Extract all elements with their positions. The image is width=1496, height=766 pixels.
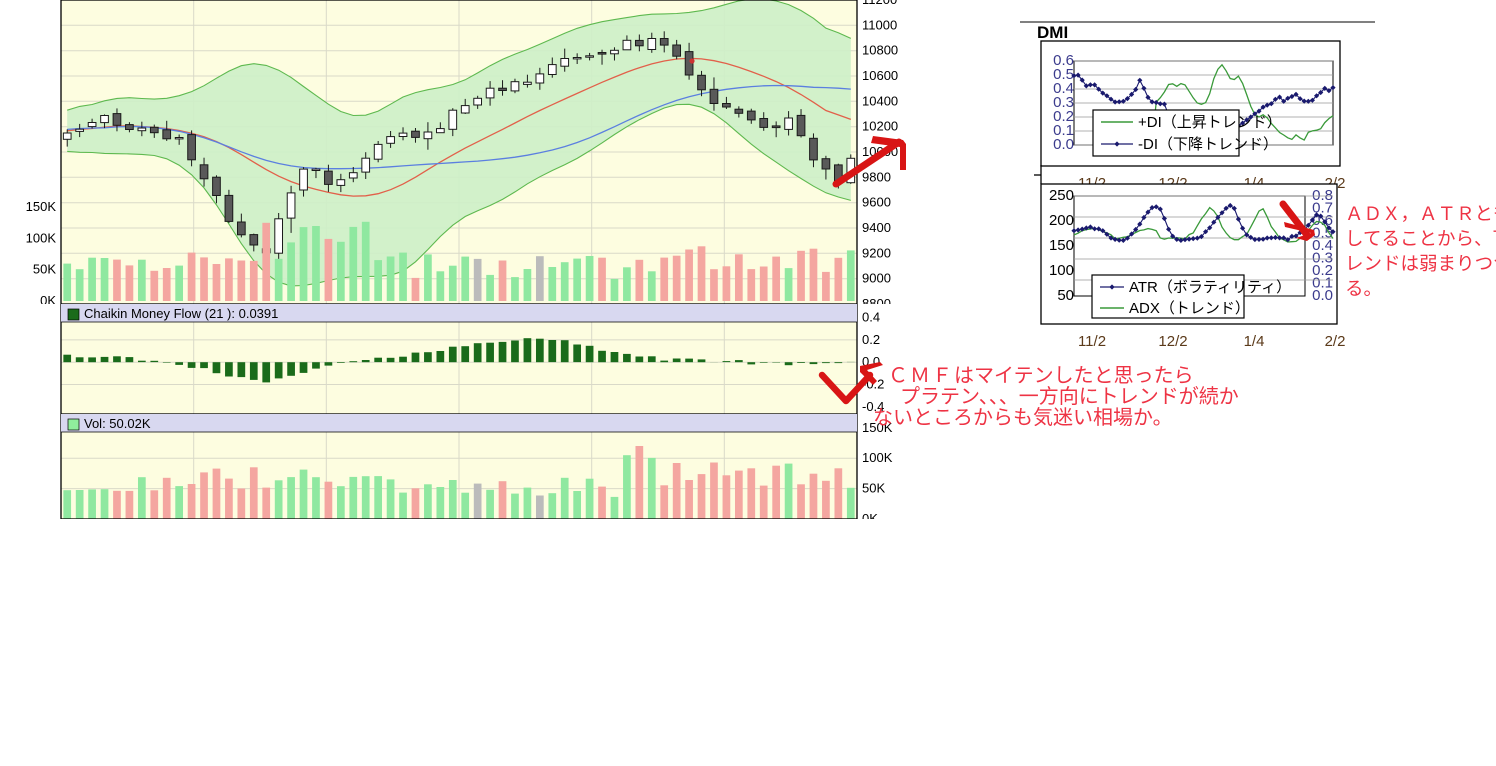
svg-text:2/2: 2/2	[1325, 333, 1346, 350]
svg-text:150: 150	[1049, 237, 1074, 254]
svg-text:+DI（上昇トレンド）: +DI（上昇トレンド）	[1138, 114, 1282, 131]
svg-text:100: 100	[1049, 262, 1074, 279]
svg-text:250: 250	[1049, 187, 1074, 204]
svg-text:ATR（ボラティリティ）: ATR（ボラティリティ）	[1129, 279, 1291, 296]
svg-text:0.8: 0.8	[1312, 187, 1333, 204]
svg-text:DMI: DMI	[1037, 23, 1068, 42]
svg-text:200: 200	[1049, 212, 1074, 229]
svg-text:50: 50	[1057, 287, 1074, 304]
svg-text:12/2: 12/2	[1158, 333, 1187, 350]
svg-text:1/4: 1/4	[1244, 333, 1265, 350]
svg-text:0.6: 0.6	[1053, 52, 1074, 69]
svg-text:11/2: 11/2	[1078, 333, 1106, 350]
svg-text:ADX（トレンド）: ADX（トレンド）	[1129, 300, 1250, 317]
svg-text:-DI（下降トレンド）: -DI（下降トレンド）	[1138, 136, 1278, 153]
